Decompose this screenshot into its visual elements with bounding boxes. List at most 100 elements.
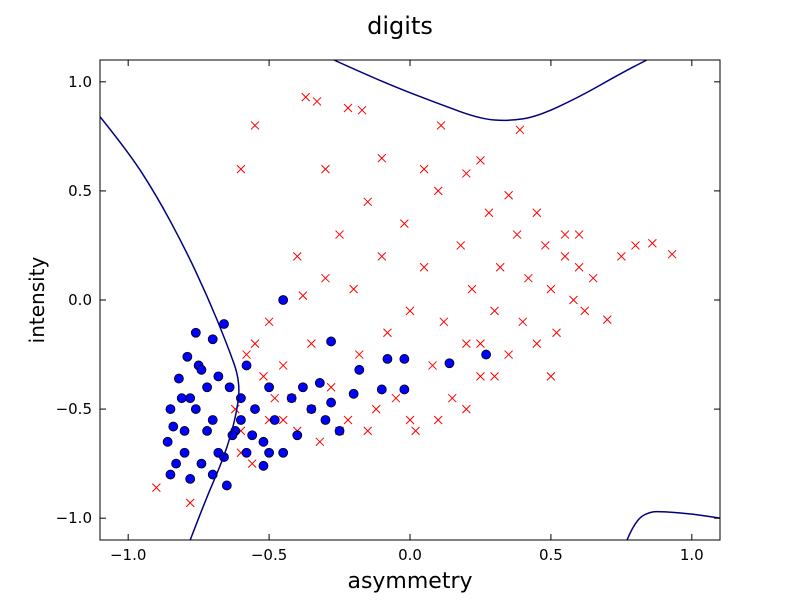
data-point-x-marker (292, 252, 302, 261)
boundary-curve (100, 116, 240, 540)
data-point-circle (264, 447, 274, 458)
data-point-x-marker (405, 306, 415, 316)
data-point-circle (224, 382, 235, 393)
data-point-x-marker (524, 273, 533, 283)
data-point-circle (171, 458, 181, 469)
data-point-x-marker (546, 372, 556, 381)
y-tick-label: 0.0 (68, 291, 92, 309)
data-point-circle (196, 364, 207, 375)
data-point-x-marker (419, 164, 429, 174)
data-point-x-marker (250, 121, 260, 130)
data-point-circle (185, 393, 196, 404)
data-point-circle (399, 384, 410, 395)
data-point-x-marker (574, 262, 584, 272)
data-point-x-marker (456, 241, 466, 250)
data-point-x-marker (270, 393, 280, 403)
data-point-circle (190, 404, 201, 414)
data-point-x-marker (264, 317, 274, 327)
data-point-x-marker (484, 208, 494, 218)
series-circle-markers (162, 295, 491, 491)
y-tick-label: −1.0 (56, 509, 92, 527)
data-point-circle (376, 384, 387, 395)
data-point-x-marker (574, 230, 584, 239)
data-point-x-marker (400, 219, 409, 228)
data-point-circle (326, 397, 336, 408)
axis-ticks: −1.0 −0.5 0.0 0.5 1.0 −1.0 −0.5 0.0 0.5 1.0 (56, 60, 720, 564)
y-tick-label: −0.5 (56, 400, 92, 418)
data-point-x-marker (490, 306, 499, 316)
data-point-x-marker (383, 328, 392, 338)
data-point-x-marker (301, 92, 311, 102)
data-point-circle (182, 351, 193, 362)
data-point-circle (165, 404, 176, 414)
data-point-circle (399, 354, 410, 364)
data-point-circle (348, 388, 359, 399)
data-point-circle (250, 404, 260, 414)
data-point-x-marker (357, 105, 367, 115)
data-point-circle (207, 334, 218, 345)
data-point-x-marker (405, 415, 415, 425)
data-point-x-marker (363, 197, 373, 207)
data-point-x-marker (602, 315, 612, 324)
data-point-circle (278, 447, 289, 458)
data-point-x-marker (433, 186, 443, 196)
data-point-x-marker (321, 164, 330, 174)
data-point-x-marker (428, 361, 437, 370)
x-tick-label: 0.0 (398, 546, 422, 564)
data-point-x-marker (580, 306, 590, 316)
data-point-x-marker (560, 252, 570, 261)
data-point-circle (219, 319, 229, 329)
data-point-x-marker (152, 483, 161, 492)
data-point-x-marker (569, 295, 578, 305)
chart-title: digits (367, 12, 433, 40)
data-point-circle (196, 458, 207, 469)
data-point-circle (207, 415, 218, 425)
data-point-circle (168, 421, 179, 432)
data-point-circle (354, 364, 365, 375)
data-point-x-marker (343, 415, 353, 425)
data-point-circle (382, 354, 393, 364)
data-point-circle (292, 430, 303, 441)
y-axis-label: intensity (25, 256, 49, 343)
data-point-circle (176, 393, 187, 404)
data-point-x-marker (278, 415, 288, 425)
data-point-x-marker (462, 339, 471, 348)
data-point-x-marker (504, 350, 513, 359)
data-point-x-marker (439, 317, 449, 327)
data-point-x-marker (326, 382, 336, 392)
data-point-x-marker (467, 284, 477, 294)
x-axis-label: asymmetry (347, 569, 472, 594)
data-point-x-marker (312, 97, 322, 106)
data-point-x-marker (185, 498, 195, 508)
y-tick-label: 1.0 (68, 73, 92, 91)
data-point-x-marker (343, 103, 353, 113)
x-tick-label: 1.0 (680, 546, 704, 564)
data-point-x-marker (335, 230, 344, 239)
data-point-circle (314, 378, 325, 388)
data-point-x-marker (315, 437, 325, 447)
data-point-x-marker (631, 241, 640, 250)
data-point-x-marker (433, 415, 443, 425)
data-point-x-marker (307, 339, 316, 348)
data-point-circle (162, 436, 173, 447)
x-tick-label: −1.0 (110, 546, 146, 564)
data-point-x-marker (377, 252, 387, 261)
data-point-circle (213, 371, 224, 382)
data-point-x-marker (490, 372, 499, 381)
data-point-circle (298, 382, 308, 393)
data-point-x-marker (476, 372, 485, 381)
data-point-x-marker (363, 426, 373, 436)
data-point-x-marker (377, 153, 387, 163)
data-point-circle (306, 404, 317, 414)
data-point-circle (221, 480, 232, 491)
data-point-x-marker (588, 273, 598, 283)
data-point-x-marker (476, 156, 485, 165)
data-point-x-marker (515, 125, 525, 135)
data-point-circle (202, 426, 212, 436)
data-point-circle (258, 436, 269, 447)
data-point-circle (174, 373, 184, 384)
y-tick-label: 0.5 (68, 182, 92, 200)
data-point-circle (444, 358, 455, 369)
data-point-x-marker (411, 426, 420, 436)
